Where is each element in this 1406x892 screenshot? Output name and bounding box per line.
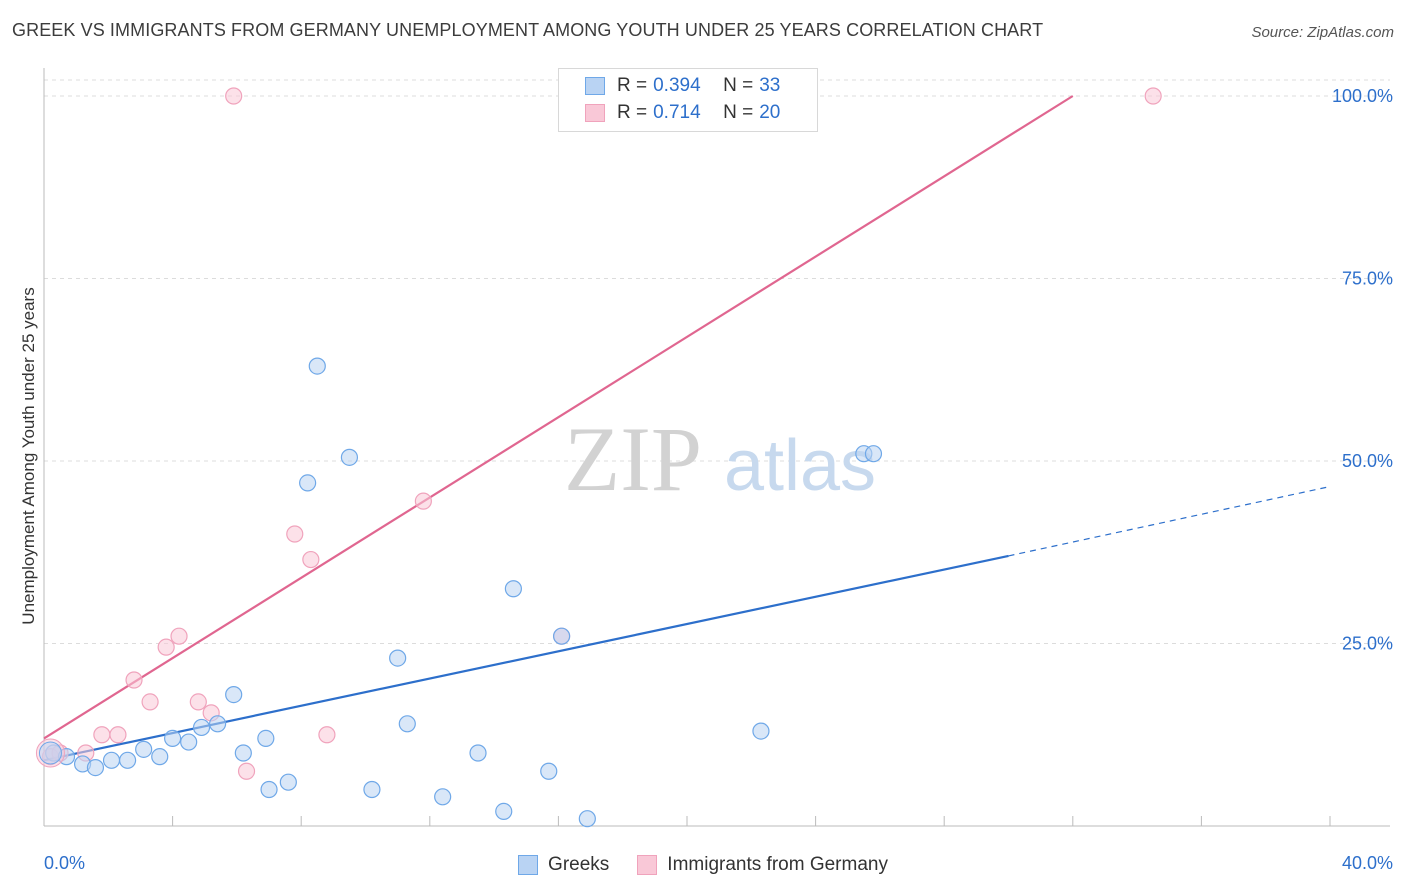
legend-item-immigrants[interactable]: Immigrants from Germany (637, 854, 888, 876)
data-point-greeks (434, 788, 452, 806)
data-point-greeks (118, 751, 137, 769)
axes (43, 68, 1390, 827)
data-point-greeks (398, 715, 416, 733)
data-point-greeks (340, 448, 359, 466)
legend-r-label: R = (617, 75, 648, 96)
data-point-immigrants (414, 492, 432, 510)
trend-line-extension (1008, 485, 1331, 557)
data-point-greeks (504, 580, 522, 598)
legend-swatch-immigrants (637, 855, 658, 875)
stats-legend: R = 0.394 N = 33 R = 0.714 N = 20 (558, 68, 818, 132)
data-point-greeks (389, 649, 407, 667)
data-point-immigrants (225, 87, 243, 105)
y-tick-label: 100.0% (1332, 86, 1393, 106)
data-point-greeks (540, 762, 558, 780)
y-tick-label: 50.0% (1342, 451, 1393, 471)
grid-lines (44, 79, 1390, 644)
tick-labels: 25.0% 50.0% 75.0% 100.0% 0.0% 40.0% (44, 86, 1393, 873)
data-point-immigrants (237, 762, 256, 780)
data-point-greeks (164, 729, 182, 748)
legend-item-greeks[interactable]: Greeks (518, 854, 609, 876)
data-point-greeks (234, 744, 252, 762)
data-point-greeks (578, 810, 596, 828)
data-point-greeks (864, 445, 883, 463)
legend-swatch-greeks (585, 77, 605, 95)
data-point-greeks (135, 740, 153, 758)
y-axis-label: Unemployment Among Youth under 25 years (19, 287, 38, 624)
data-point-greeks (469, 744, 487, 762)
data-point-greeks (209, 715, 227, 733)
legend-row-greeks: R = 0.394 N = 33 (585, 73, 780, 99)
data-point-immigrants (189, 693, 207, 711)
data-point-immigrants (302, 550, 320, 569)
data-point-greeks (752, 722, 770, 740)
legend-r-label: R = (617, 102, 648, 123)
data-point-greeks (308, 357, 326, 375)
data-point-greeks (299, 474, 317, 492)
legend-r-value: 0.714 (653, 102, 701, 123)
data-point-greeks (279, 773, 297, 791)
series-legend: Greeks Immigrants from Germany (0, 852, 1406, 878)
source-credit: Source: ZipAtlas.com (1251, 24, 1394, 41)
legend-label-immigrants: Immigrants from Germany (667, 854, 888, 875)
data-point-immigrants (318, 726, 336, 744)
data-point-greeks (151, 748, 169, 766)
y-tick-label: 75.0% (1342, 269, 1393, 289)
legend-n-label: N = (723, 102, 754, 123)
watermark-atlas: atlas (724, 426, 876, 506)
data-point-greeks (553, 627, 571, 645)
data-point-greeks (86, 758, 105, 777)
legend-n-value: 33 (759, 75, 781, 96)
data-point-greeks (192, 718, 211, 737)
legend-row-immigrants: R = 0.714 N = 20 (585, 100, 780, 126)
data-point-immigrants (170, 627, 188, 645)
legend-swatch-immigrants (585, 104, 605, 122)
trend-line-immigrants (43, 95, 1074, 740)
legend-n-label: N = (723, 75, 754, 96)
data-point-immigrants (93, 726, 111, 744)
x-tick-label: 40.0% (1342, 853, 1393, 873)
legend-n-value: 20 (759, 102, 781, 123)
data-points (35, 87, 1162, 828)
legend-label-greeks: Greeks (548, 854, 610, 875)
data-point-immigrants (157, 638, 175, 656)
data-point-immigrants (286, 525, 304, 543)
data-point-greeks (180, 733, 198, 751)
data-point-greeks (495, 802, 513, 821)
legend-r-value: 0.394 (653, 75, 701, 96)
data-point-greeks (225, 685, 243, 704)
data-point-immigrants (125, 671, 143, 689)
data-point-immigrants (109, 726, 127, 744)
data-point-greeks (102, 751, 121, 769)
chart-title: GREEK VS IMMIGRANTS FROM GERMANY UNEMPLO… (12, 20, 1044, 40)
data-point-greeks (260, 780, 278, 799)
data-point-immigrants (1144, 87, 1162, 105)
data-point-cluster (38, 741, 62, 765)
data-point-greeks (257, 729, 275, 748)
legend-swatch-greeks (518, 855, 539, 875)
data-point-greeks (363, 780, 381, 799)
watermark-zip: ZIP (564, 408, 702, 510)
x-tick-label: 0.0% (44, 853, 85, 873)
y-tick-label: 25.0% (1342, 634, 1393, 654)
trend-line-greeks (43, 554, 1009, 762)
data-point-immigrants (141, 693, 159, 711)
